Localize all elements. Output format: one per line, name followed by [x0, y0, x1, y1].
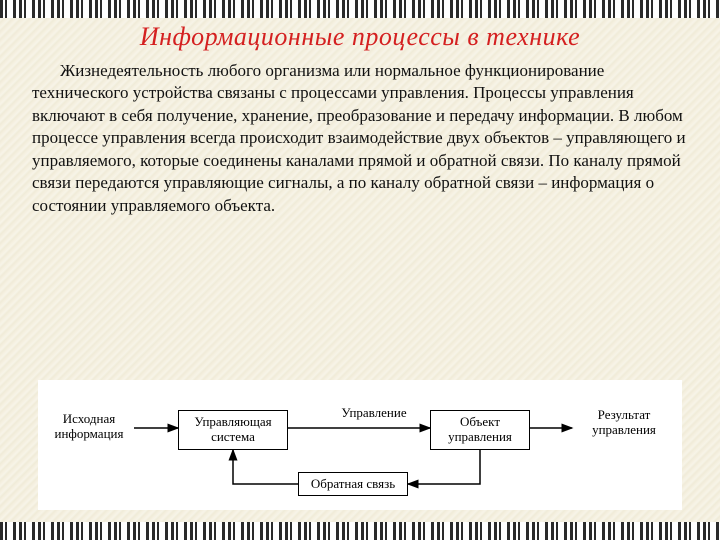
- body-paragraph: Жизнедеятельность любого организма или н…: [32, 60, 688, 217]
- decor-barcode-top: [0, 0, 720, 18]
- edge-3: [408, 450, 480, 484]
- decor-barcode-bottom: [0, 522, 720, 540]
- control-flowchart: Исходная информация Управляющая система Уп…: [38, 380, 682, 510]
- node-obj: Объект управления: [430, 410, 530, 450]
- page-title: Информационные процессы в технике: [32, 22, 688, 52]
- edge-4: [233, 450, 298, 484]
- node-output: Результат управления: [566, 408, 682, 424]
- node-ctrl_sys: Управляющая система: [178, 410, 288, 450]
- slide-content: Информационные процессы в технике Жизнед…: [32, 22, 688, 217]
- node-edge_ctrl: Управление: [334, 406, 414, 422]
- node-input: Исходная информация: [44, 412, 134, 444]
- node-fb_box: Обратная связь: [298, 472, 408, 496]
